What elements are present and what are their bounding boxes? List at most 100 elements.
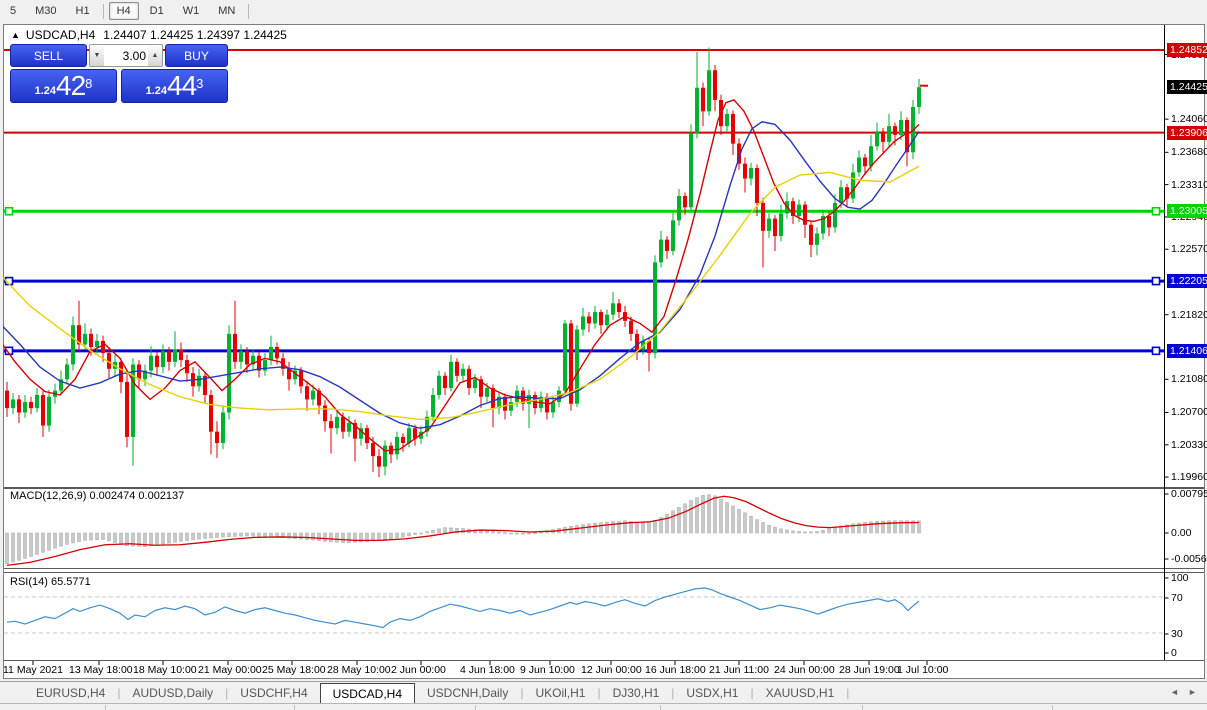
macd-histogram-bar [761, 522, 765, 534]
chart-tab-DJ30,H1[interactable]: DJ30,H1 [612, 686, 660, 700]
macd-histogram-bar [377, 532, 381, 541]
macd-histogram-bar [17, 532, 21, 561]
time-axis-label: 28 May 10:00 [327, 664, 391, 676]
chart-tab-UKOil,H1[interactable]: UKOil,H1 [535, 686, 586, 700]
buy-price-box[interactable]: 1.24 44 3 [121, 69, 228, 103]
macd-histogram-bar [917, 520, 921, 534]
timeframe-button-W1[interactable]: W1 [182, 5, 200, 17]
macd-histogram-bar [395, 532, 399, 539]
timeframe-button-M30[interactable]: M30 [35, 5, 57, 17]
macd-histogram-bar [497, 531, 501, 534]
hline-handle[interactable] [4, 206, 14, 216]
macd-histogram-bar [59, 532, 63, 547]
candle-body [29, 401, 33, 409]
macd-indicator-label: MACD(12,26,9) 0.002474 0.002137 [10, 490, 185, 502]
buy-price-prefix: 1.24 [145, 85, 168, 97]
macd-histogram-bar [311, 532, 315, 541]
price-axis-label: 1.23680 [1171, 146, 1207, 159]
timeframe-button-D1[interactable]: D1 [149, 5, 164, 17]
candle-body [497, 396, 501, 409]
chart-tab-USDCAD,H4[interactable]: USDCAD,H4 [319, 683, 415, 704]
macd-histogram-bar [893, 520, 897, 534]
chart-tab-USDX,H1[interactable]: USDX,H1 [686, 686, 739, 700]
candle-body [545, 396, 549, 413]
timeframe-button-5[interactable]: 5 [10, 5, 17, 17]
chart-tab-EURUSD,H4[interactable]: EURUSD,H4 [36, 686, 106, 700]
status-bar [0, 703, 1207, 710]
macd-histogram-bar [869, 521, 873, 534]
macd-histogram-bar [599, 522, 603, 534]
tab-separator: | [671, 686, 675, 700]
volume-down-button[interactable]: ▼ [90, 45, 104, 66]
candle-body [677, 195, 681, 221]
timeframe-button-H1[interactable]: H1 [75, 5, 90, 17]
price-axis-label: 1.20700 [1171, 406, 1207, 419]
candle-body [329, 421, 333, 429]
macd-histogram-bar [401, 532, 405, 538]
buy-button[interactable]: BUY [165, 44, 228, 67]
collapse-arrow-icon[interactable]: ▲ [11, 30, 20, 40]
macd-histogram-bar [443, 527, 447, 534]
macd-histogram-bar [839, 525, 843, 534]
candle-body [77, 325, 81, 345]
candle-body [665, 239, 669, 251]
candle-body [155, 355, 159, 368]
candle-body [707, 70, 711, 112]
chart-tab-XAUUSD,H1[interactable]: XAUUSD,H1 [765, 686, 835, 700]
macd-histogram-bar [11, 532, 15, 563]
macd-histogram-bar [233, 532, 237, 537]
tab-scroll-right-icon[interactable]: ► [1188, 687, 1197, 697]
time-axis-label: 21 May 00:00 [198, 664, 262, 676]
hline-handle[interactable] [1151, 346, 1161, 356]
volume-input[interactable] [104, 45, 148, 66]
candle-body [173, 349, 177, 362]
candle-body [575, 329, 579, 404]
macd-histogram-bar [179, 532, 183, 542]
candle-body [869, 146, 873, 167]
timeframe-button-H4[interactable]: H4 [108, 2, 139, 20]
candle-body [305, 386, 309, 400]
price-axis-label: 1.22570 [1171, 243, 1207, 256]
candle-body [833, 202, 837, 228]
macd-histogram-bar [29, 532, 33, 557]
candle-body [203, 375, 207, 396]
macd-histogram-bar [809, 531, 813, 534]
candle-body [557, 390, 561, 402]
hline-handle[interactable] [1151, 206, 1161, 216]
chart-tab-AUDUSD,Daily[interactable]: AUDUSD,Daily [132, 686, 214, 700]
volume-up-button[interactable]: ▲ [148, 45, 162, 66]
macd-histogram-bar [767, 524, 771, 534]
macd-histogram-bar [875, 521, 879, 534]
macd-histogram-bar [215, 532, 219, 538]
chart-ohlc-values: 1.24407 1.24425 1.24397 1.24425 [103, 28, 287, 42]
candle-body [659, 239, 663, 263]
tab-scroll-left-icon[interactable]: ◄ [1170, 687, 1179, 697]
statusbar-divider [105, 705, 106, 710]
macd-histogram-bar [623, 520, 627, 534]
macd-histogram-bar [413, 532, 417, 535]
sell-button[interactable]: SELL [10, 44, 87, 67]
candle-body [425, 416, 429, 432]
candle-body [257, 355, 261, 371]
buy-price-pip: 3 [196, 76, 204, 91]
sell-price-box[interactable]: 1.24 42 8 [10, 69, 117, 103]
rsi-indicator-label: RSI(14) 65.5771 [10, 576, 91, 588]
macd-histogram-bar [425, 531, 429, 534]
candle-body [137, 364, 141, 380]
macd-histogram-bar [785, 529, 789, 534]
macd-histogram-bar [317, 532, 321, 541]
macd-histogram-bar [209, 532, 213, 539]
chart-tab-USDCNH,Daily[interactable]: USDCNH,Daily [427, 686, 509, 700]
hline-handle[interactable] [1151, 276, 1161, 286]
macd-histogram-bar [41, 532, 45, 553]
macd-histogram-bar [659, 517, 663, 534]
candle-body [455, 361, 459, 376]
candle-body [713, 70, 717, 100]
macd-histogram-bar [77, 532, 81, 542]
time-axis-label: 24 Jun 00:00 [774, 664, 835, 676]
macd-histogram-bar [593, 522, 597, 534]
macd-histogram-bar [23, 532, 27, 559]
timeframe-button-MN[interactable]: MN [218, 5, 236, 17]
chart-tab-USDCHF,H4[interactable]: USDCHF,H4 [240, 686, 308, 700]
